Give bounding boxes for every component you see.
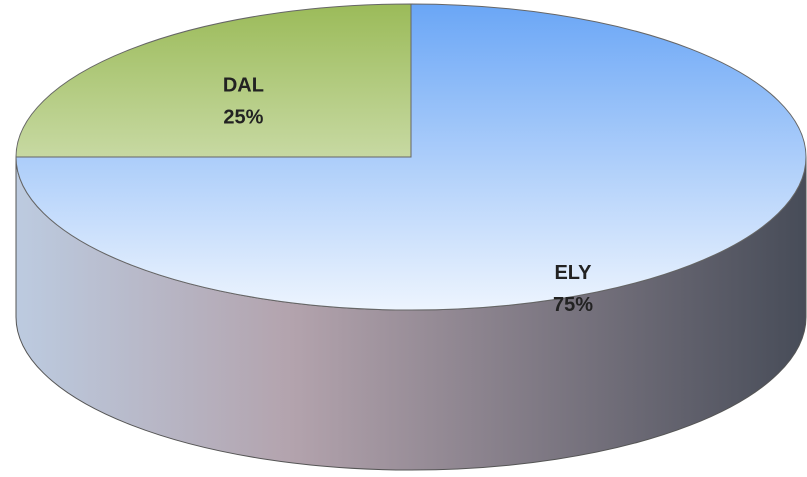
- labels: ELY 75% DAL 25%: [223, 74, 593, 316]
- pie: [15, 3, 807, 471]
- slice-top: [15, 3, 412, 158]
- slice-label: ELY: [554, 262, 592, 284]
- slice-label: DAL: [223, 74, 264, 96]
- slice-value-label: 25%: [223, 106, 263, 128]
- slice-top: [15, 3, 807, 311]
- slice-value-label: 75%: [553, 294, 593, 316]
